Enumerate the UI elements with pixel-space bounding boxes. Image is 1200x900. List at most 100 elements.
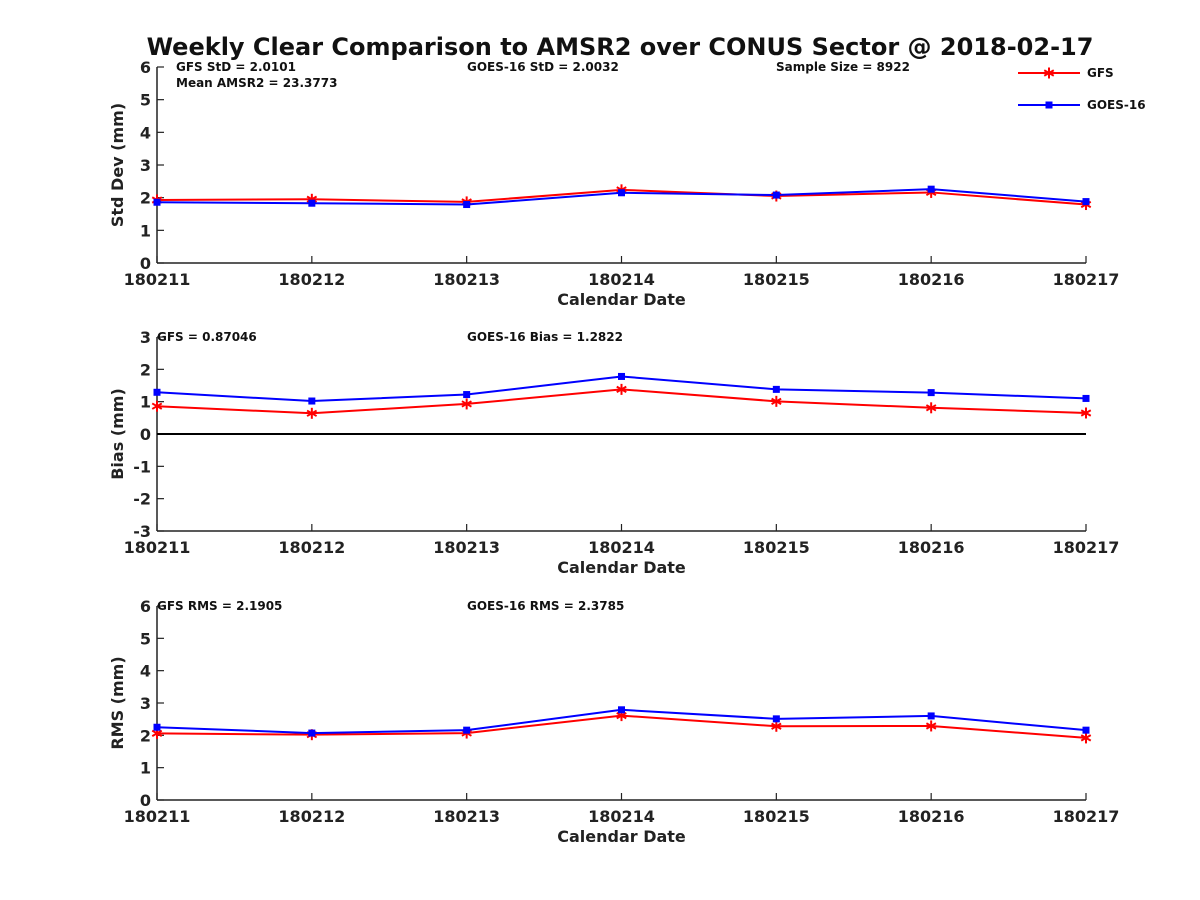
rms-xtick-label: 180211 xyxy=(124,807,191,826)
panel-rms: 0 1 2 3 4 5 6 180211 180212 180213 180214 180215 180… xyxy=(108,597,1119,846)
bias-series-gfs-point-stroke-2 xyxy=(925,404,937,412)
std-annotation: Mean AMSR2 = 23.3773 xyxy=(176,76,337,90)
bias-xtick-label: 180215 xyxy=(743,538,810,557)
std-ytick-label: 3 xyxy=(140,156,151,175)
rms-series-gfs-point-stroke-2 xyxy=(1080,734,1092,742)
std-ytick-label: 0 xyxy=(140,254,151,273)
std-ytick-label: 4 xyxy=(140,123,151,142)
bias-series-gfs-point-stroke-2 xyxy=(771,397,782,405)
bias-series-goes-16-point-shape xyxy=(463,391,471,399)
std-xtick-label: 180216 xyxy=(898,270,965,289)
legend: GFS GOES-16 xyxy=(1018,66,1146,112)
rms-series-goes-16-point-shape xyxy=(927,712,935,720)
std-ytick-label: 2 xyxy=(140,189,151,208)
bias-annotation: GFS = 0.87046 xyxy=(157,330,257,344)
bias-series-goes-16-point xyxy=(927,389,935,397)
std-xtick-label: 180211 xyxy=(124,270,191,289)
bias-series-gfs-point xyxy=(151,400,163,412)
bias-xtick-label: 180212 xyxy=(278,538,345,557)
rms-xtick-label: 180215 xyxy=(743,807,810,826)
rms-series-goes-16-point xyxy=(1082,726,1090,734)
std-annotation: GFS StD = 2.0101 xyxy=(176,60,296,74)
std-xtick-label: 180214 xyxy=(588,270,655,289)
legend-goes-16-marker-shape xyxy=(1045,101,1053,109)
rms-series-goes-16-point-shape xyxy=(618,706,625,714)
bias-series-goes-16-point-shape xyxy=(308,397,316,405)
bias-xtick-label: 180213 xyxy=(433,538,500,557)
rms-series-gfs-point-stroke-2 xyxy=(925,722,937,730)
bias-series-goes-16-point xyxy=(308,397,316,405)
rms-xtick-label: 180212 xyxy=(278,807,345,826)
bias-xtick-label: 180216 xyxy=(898,538,965,557)
bias-series-goes-16-point xyxy=(153,388,161,396)
bias-ytick-label: 2 xyxy=(140,360,151,379)
rms-series-gfs-point-stroke-2 xyxy=(616,711,627,720)
panels: 0 1 2 3 4 5 6 180211 180212 180213 180214 180215 180… xyxy=(108,58,1119,846)
bias-ytick-label: -1 xyxy=(133,457,151,476)
bias-series-gfs-point xyxy=(306,407,318,419)
std-series-goes-16-point-shape xyxy=(772,191,780,199)
bias-ytick-label: -3 xyxy=(133,522,151,541)
rms-ytick-label: 1 xyxy=(140,759,151,778)
std-xtick-label: 180212 xyxy=(278,270,345,289)
bias-series-goes-16-point-shape xyxy=(1082,394,1090,402)
std-series-goes-16-point xyxy=(1082,198,1090,206)
rms-series-gfs-point-stroke-2 xyxy=(151,729,163,738)
std-series-goes-16-point-shape xyxy=(463,201,471,209)
std-xlabel: Calendar Date xyxy=(557,290,686,309)
bias-series-gfs-point xyxy=(925,402,937,414)
rms-series-goes-16-point-shape xyxy=(308,729,316,737)
bias-series-goes-16-point xyxy=(618,372,625,380)
rms-ytick-label: 0 xyxy=(140,791,151,810)
bias-series-gfs-point-stroke-2 xyxy=(306,409,318,417)
rms-annotation: GFS RMS = 2.1905 xyxy=(157,599,282,613)
bias-ytick-label: 1 xyxy=(140,393,151,412)
rms-series-gfs-point xyxy=(771,720,782,732)
bias-series-goes-16-point-shape xyxy=(618,372,625,380)
bias-annotation: GOES-16 Bias = 1.2822 xyxy=(467,330,623,344)
rms-series-gfs-point-stroke-2 xyxy=(771,722,782,730)
std-ylabel: Std Dev (mm) xyxy=(108,103,127,227)
std-series-goes-16-point-shape xyxy=(308,199,316,207)
std-xtick-label: 180217 xyxy=(1053,270,1120,289)
legend-gfs-marker xyxy=(1043,67,1055,79)
legend-goes-16-label: GOES-16 xyxy=(1087,98,1146,112)
bias-series-gfs-point xyxy=(616,383,627,395)
std-annotation: Sample Size = 8922 xyxy=(776,60,910,74)
rms-series-goes-16-point-shape xyxy=(463,726,471,734)
bias-series-gfs-point xyxy=(1080,407,1092,419)
bias-series-gfs-point-stroke-2 xyxy=(461,400,472,408)
bias-series-gfs-point-stroke-2 xyxy=(151,402,163,410)
legend-gfs-marker-stroke-2 xyxy=(1043,69,1055,77)
rms-series-goes-16-point-shape xyxy=(772,715,780,723)
bias-ytick-label: 0 xyxy=(140,425,151,444)
std-series-goes-16-point xyxy=(463,201,471,209)
bias-series-goes-16-point xyxy=(463,391,471,399)
rms-series-goes-16-point-shape xyxy=(1082,726,1090,734)
bias-series-gfs-point xyxy=(771,395,782,407)
bias-series-gfs-point-stroke-2 xyxy=(1080,409,1092,417)
std-series-goes-16-point-shape xyxy=(153,198,161,206)
std-series-goes-16-point-shape xyxy=(927,185,935,193)
legend-goes-16-marker xyxy=(1045,101,1053,109)
rms-series-gfs-point xyxy=(1080,732,1092,744)
std-series-goes-16-point-shape xyxy=(1082,198,1090,206)
std-series-goes-16-point xyxy=(308,199,316,207)
rms-ytick-label: 5 xyxy=(140,629,151,648)
chart-title: Weekly Clear Comparison to AMSR2 over CO… xyxy=(147,33,1094,61)
bias-ytick-label: 3 xyxy=(140,328,151,347)
std-ytick-label: 6 xyxy=(140,58,151,77)
rms-series-gfs-point xyxy=(925,720,937,732)
rms-ytick-label: 3 xyxy=(140,694,151,713)
std-series-goes-16-point xyxy=(618,189,625,197)
std-annotation: GOES-16 StD = 2.0032 xyxy=(467,60,619,74)
std-series-goes-16-point xyxy=(153,198,161,206)
rms-series-goes-16-point xyxy=(153,723,161,731)
panel-std: 0 1 2 3 4 5 6 180211 180212 180213 180214 180215 180… xyxy=(108,58,1119,309)
rms-ytick-label: 4 xyxy=(140,662,151,681)
rms-xlabel: Calendar Date xyxy=(557,827,686,846)
std-series-goes-16-point xyxy=(927,185,935,193)
rms-xtick-label: 180214 xyxy=(588,807,655,826)
rms-xtick-label: 180217 xyxy=(1053,807,1120,826)
